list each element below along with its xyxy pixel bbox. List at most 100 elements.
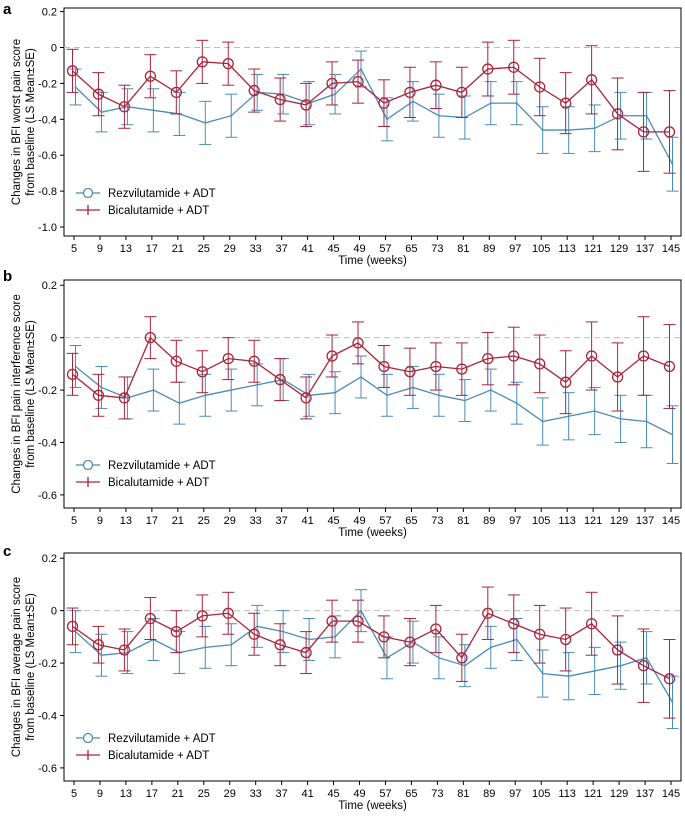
series-bicalutamide	[66, 586, 676, 719]
x-tick-label: 9	[97, 788, 103, 800]
x-tick-label: 145	[662, 243, 680, 255]
x-tick-label: 81	[457, 515, 469, 527]
data-point	[386, 118, 388, 121]
x-tick-label: 65	[405, 788, 417, 800]
data-point	[463, 399, 466, 402]
x-tick-label: 41	[301, 788, 313, 800]
y-axis-title: Changes in BFI pain interference score fr…	[11, 294, 37, 493]
x-tick-label: 89	[483, 243, 495, 255]
data-point	[248, 628, 260, 640]
data-point	[515, 102, 518, 105]
x-tick-label: 105	[532, 788, 550, 800]
x-tick-label: 29	[224, 515, 236, 527]
x-tick-label: 25	[198, 515, 210, 527]
data-point	[489, 102, 492, 105]
data-point	[352, 337, 364, 349]
data-point	[430, 623, 442, 635]
data-point	[326, 77, 338, 90]
y-tick-label: -0.4	[38, 114, 57, 126]
legend-label-bicalutamide: Bicalutamide + ADT	[108, 205, 209, 217]
x-tick-label: 81	[457, 788, 469, 800]
data-point	[152, 389, 155, 391]
data-point	[430, 360, 442, 373]
y-tick-label: -0.8	[38, 186, 57, 198]
x-tick-label: 97	[509, 515, 521, 527]
data-point	[282, 630, 285, 633]
x-tick-label: 89	[483, 788, 495, 800]
plot-frame	[63, 7, 682, 237]
data-point	[412, 386, 414, 389]
data-point	[92, 389, 105, 401]
series-bicalutamide	[66, 39, 676, 174]
series-line	[72, 336, 670, 399]
data-point	[66, 368, 79, 380]
y-axis-title-line: from baseline (LS Mean±SE)	[25, 593, 37, 741]
panel-letter: c	[3, 543, 11, 560]
x-tick-label: 45	[327, 243, 339, 255]
legend-marker-rezvilutamide	[82, 732, 94, 744]
data-point	[100, 386, 103, 389]
x-tick-label: 57	[379, 243, 391, 255]
data-point	[222, 607, 234, 619]
x-tick-label: 49	[353, 515, 365, 527]
data-point	[671, 433, 674, 436]
x-tick-label: 49	[353, 788, 365, 800]
data-point	[585, 618, 598, 630]
legend-label-bicalutamide: Bicalutamide + ADT	[108, 477, 209, 489]
data-point	[508, 350, 520, 362]
x-tick-label: 113	[558, 788, 576, 800]
data-point	[412, 641, 414, 644]
x-tick-label: 81	[457, 243, 469, 255]
x-tick-label: 105	[532, 243, 550, 255]
y-tick-label: 0.2	[42, 7, 57, 19]
data-point	[560, 633, 572, 646]
legend: Rezvilutamide + ADT Bicalutamide + ADT	[76, 187, 216, 217]
x-tick-label: 17	[146, 515, 158, 527]
plot-frame	[63, 552, 682, 782]
data-point	[170, 86, 182, 99]
data-point	[74, 86, 77, 88]
x-tick-label: 33	[250, 515, 262, 527]
data-point	[593, 410, 596, 412]
data-point	[663, 126, 676, 138]
y-axis-title-line: Changes in BFI average pain score	[11, 577, 23, 757]
y-tick-label: 0	[51, 42, 57, 54]
x-tick-label: 65	[405, 243, 417, 255]
data-point	[515, 402, 518, 405]
data-point	[437, 114, 440, 117]
x-axis-title: Time (weeks)	[338, 255, 407, 267]
x-tick-label: 145	[662, 788, 680, 800]
x-tick-label: 65	[405, 515, 417, 527]
data-point	[663, 360, 676, 373]
x-tick-label: 129	[610, 788, 628, 800]
data-point	[308, 638, 311, 641]
data-point	[567, 675, 570, 678]
data-point	[456, 363, 468, 375]
series-rezvilutamide	[69, 345, 679, 464]
data-point	[204, 394, 207, 397]
x-tick-label: 97	[509, 243, 521, 255]
data-point	[66, 65, 79, 77]
data-point	[300, 392, 312, 404]
data-point	[256, 625, 259, 628]
x-tick-label: 145	[662, 515, 680, 527]
data-point	[404, 636, 416, 648]
y-tick-label: -0.4	[38, 710, 57, 722]
series-rezvilutamide	[69, 50, 679, 192]
x-tick-label: 97	[509, 788, 521, 800]
data-point	[541, 129, 544, 131]
data-point	[463, 664, 466, 667]
data-point	[489, 389, 492, 391]
panel-letter: b	[3, 268, 12, 285]
y-tick-label: 0.2	[42, 280, 57, 292]
data-point	[593, 127, 596, 130]
data-point	[437, 656, 440, 659]
series-rezvilutamide	[69, 589, 679, 730]
data-point	[637, 660, 650, 672]
y-axis-title-line: from baseline (LS Mean±SE)	[25, 48, 37, 196]
x-tick-label: 137	[636, 788, 654, 800]
x-tick-label: 5	[71, 515, 77, 527]
data-point	[196, 366, 208, 378]
x-tick-label: 25	[198, 788, 210, 800]
data-point	[567, 129, 570, 131]
